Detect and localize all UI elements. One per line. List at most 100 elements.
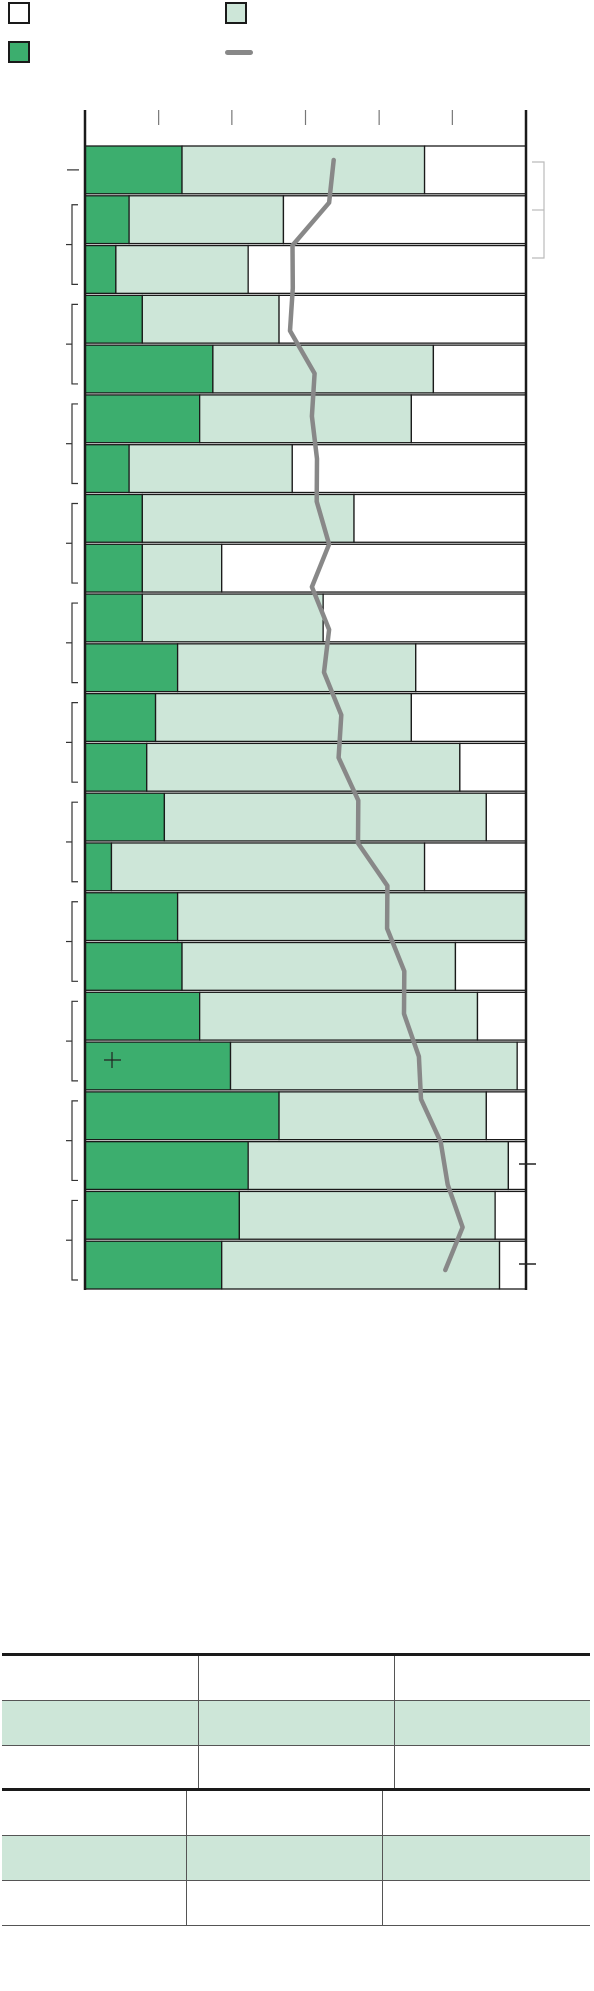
bar-segment-white <box>485 792 527 842</box>
bar-segment-white <box>410 692 527 743</box>
bar-segment-light <box>128 444 293 494</box>
bar-segment-white <box>278 294 527 344</box>
bar-segment-light <box>110 842 426 892</box>
bar-segment-dark <box>84 892 179 942</box>
group-bracket <box>71 602 78 684</box>
bar-segment-light <box>176 892 527 942</box>
bar-segment-dark <box>84 543 143 593</box>
bar-segment-dark <box>84 1041 232 1091</box>
bar-segment-dark <box>84 1141 249 1191</box>
bar-segment-white <box>423 842 527 892</box>
legend-swatch-line <box>225 50 253 55</box>
bar-segment-white <box>494 1190 527 1240</box>
bar-segment-dark <box>84 941 183 991</box>
group-bracket <box>71 1000 78 1082</box>
table-header-cell <box>185 1788 382 1836</box>
bar-segment-white <box>498 1240 527 1290</box>
bar-segment-light <box>141 543 223 593</box>
bar-segment-white <box>485 1091 527 1141</box>
bar-segment-white <box>221 543 527 593</box>
bar-segment-light <box>163 792 487 842</box>
table-cell <box>185 1880 382 1926</box>
legend-item-light <box>225 2 405 28</box>
bar-segment-light <box>141 294 280 344</box>
legend-item-dark <box>8 41 188 67</box>
table-header-row <box>2 1653 590 1701</box>
bar-segment-white <box>423 145 527 195</box>
legend-swatch-dark <box>8 41 30 63</box>
table-row <box>2 1745 590 1791</box>
bar-segment-white <box>476 991 527 1041</box>
table-cell <box>381 1835 590 1881</box>
bar-segment-dark <box>84 244 117 294</box>
legend-swatch-white <box>8 2 30 24</box>
table-header-row <box>2 1788 590 1836</box>
bar-segment-dark <box>84 593 143 643</box>
bar-segment-light <box>146 742 461 792</box>
trend-line <box>287 157 465 1273</box>
bar-segment-dark <box>84 195 130 245</box>
table-cell <box>2 1700 198 1746</box>
bar-segment-light <box>128 195 285 245</box>
bar-segment-light <box>199 991 479 1041</box>
group-bracket <box>71 502 78 584</box>
bar-segment-dark <box>84 394 201 444</box>
bar-segment-white <box>454 941 527 991</box>
table-cell <box>381 1880 590 1926</box>
table-header-cell <box>393 1653 590 1701</box>
bar-segment-dark <box>84 1240 223 1290</box>
table-header-cell <box>2 1653 198 1701</box>
bar-segment-light <box>141 593 324 643</box>
table-header-cell <box>197 1653 394 1701</box>
bar-segment-dark <box>84 742 148 792</box>
bar-segment-light <box>278 1091 487 1141</box>
group-bracket <box>71 901 78 982</box>
table-cell <box>2 1880 186 1926</box>
bar-segment-light <box>181 145 426 195</box>
data-table-2 <box>2 1788 590 1926</box>
bar-segment-dark <box>84 1091 280 1141</box>
bar-segment-light <box>154 692 412 743</box>
legend-swatch-light <box>225 2 247 24</box>
bar-segment-dark <box>84 145 183 195</box>
bar-segment-light <box>176 643 417 693</box>
bar-segment-white <box>415 643 527 693</box>
bar-segment-dark <box>84 792 166 842</box>
group-bracket <box>71 702 78 783</box>
bar-segment-white <box>247 244 527 294</box>
bar-segment-dark <box>84 643 179 693</box>
bar-segment-light <box>115 244 249 294</box>
bar-segment-white <box>291 444 527 494</box>
bar-segment-light <box>181 941 457 991</box>
bar-segment-light <box>212 344 435 394</box>
stacked-bar-chart <box>66 110 545 1290</box>
data-table-1 <box>2 1653 590 1791</box>
table-row <box>2 1880 590 1926</box>
bar-segment-dark <box>84 692 157 743</box>
group-bracket <box>71 801 78 883</box>
table-cell <box>185 1835 382 1881</box>
group-bracket <box>71 403 78 485</box>
group-bracket <box>71 1100 78 1182</box>
bar-segment-dark <box>84 842 113 892</box>
group-bracket <box>71 303 78 385</box>
table-cell <box>393 1745 590 1791</box>
bar-segment-light <box>221 1240 501 1290</box>
group-bracket <box>71 204 78 285</box>
bar-segment-light <box>247 1141 510 1191</box>
bar-segment-white <box>322 593 527 643</box>
table-cell <box>197 1745 394 1791</box>
bar-segment-dark <box>84 991 201 1041</box>
bar-segment-dark <box>84 1190 241 1240</box>
table-header-cell <box>2 1788 186 1836</box>
bar-segment-white <box>410 394 527 444</box>
group-bracket <box>71 1199 78 1281</box>
table-cell <box>2 1835 186 1881</box>
bar-segment-light <box>199 394 412 444</box>
bar-segment-white <box>507 1141 527 1191</box>
bar-segment-white <box>459 742 527 792</box>
legend-item-line <box>225 41 405 67</box>
table-cell <box>2 1745 198 1791</box>
table-cell <box>197 1700 394 1746</box>
bar-segment-white <box>282 195 527 245</box>
